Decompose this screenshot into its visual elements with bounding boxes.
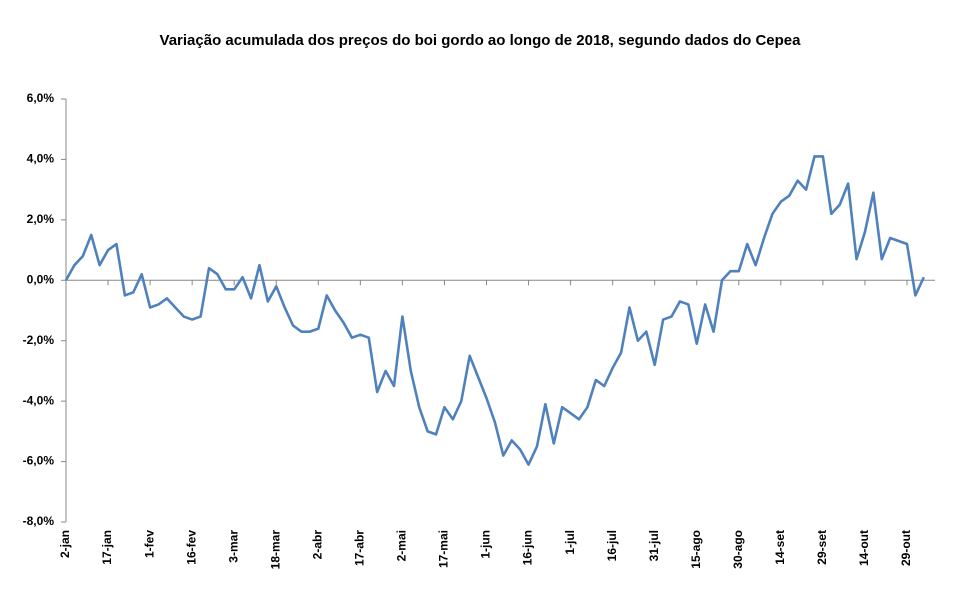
x-tick-label: 31-jul [647, 530, 661, 561]
x-tick-label: 29-set [815, 530, 829, 565]
y-tick-label: -8,0% [23, 514, 55, 528]
x-tick-label: 16-jul [605, 530, 619, 561]
x-tick-label: 14-out [857, 530, 871, 566]
chart-title: Variação acumulada dos preços do boi gor… [160, 32, 802, 49]
y-tick-label: -6,0% [23, 454, 55, 468]
x-tick-label: 16-fev [184, 530, 198, 565]
x-tick-label: 29-out [899, 530, 913, 566]
x-tick-label: 30-ago [731, 530, 745, 569]
x-tick-label: 17-mai [437, 530, 451, 568]
x-tick-label: 15-ago [689, 530, 703, 569]
x-tick-label: 17-jan [100, 530, 114, 565]
x-tick-label: 2-abr [310, 530, 324, 560]
x-tick-label: 14-set [773, 530, 787, 565]
x-tick-label: 2-mai [395, 530, 409, 561]
x-tick-label: 1-jun [479, 530, 493, 559]
line [64, 155, 925, 466]
x-tick-label: 2-jan [58, 530, 72, 558]
y-tick-label: 2,0% [27, 212, 55, 226]
x-tick-label: 1-jul [563, 530, 577, 555]
y-tick-label: 6,0% [27, 91, 55, 105]
y-tick-label: -2,0% [23, 333, 55, 347]
x-tick-label: 18-mar [268, 530, 282, 570]
x-tick-label: 1-fev [142, 530, 156, 558]
x-tick-label: 3-mar [226, 530, 240, 563]
y-tick-label: 4,0% [27, 152, 55, 166]
x-tick-label: 17-abr [353, 530, 367, 566]
y-tick-label: -4,0% [23, 393, 55, 407]
x-tick-label: 16-jun [521, 530, 535, 565]
y-tick-label: 0,0% [27, 272, 55, 286]
